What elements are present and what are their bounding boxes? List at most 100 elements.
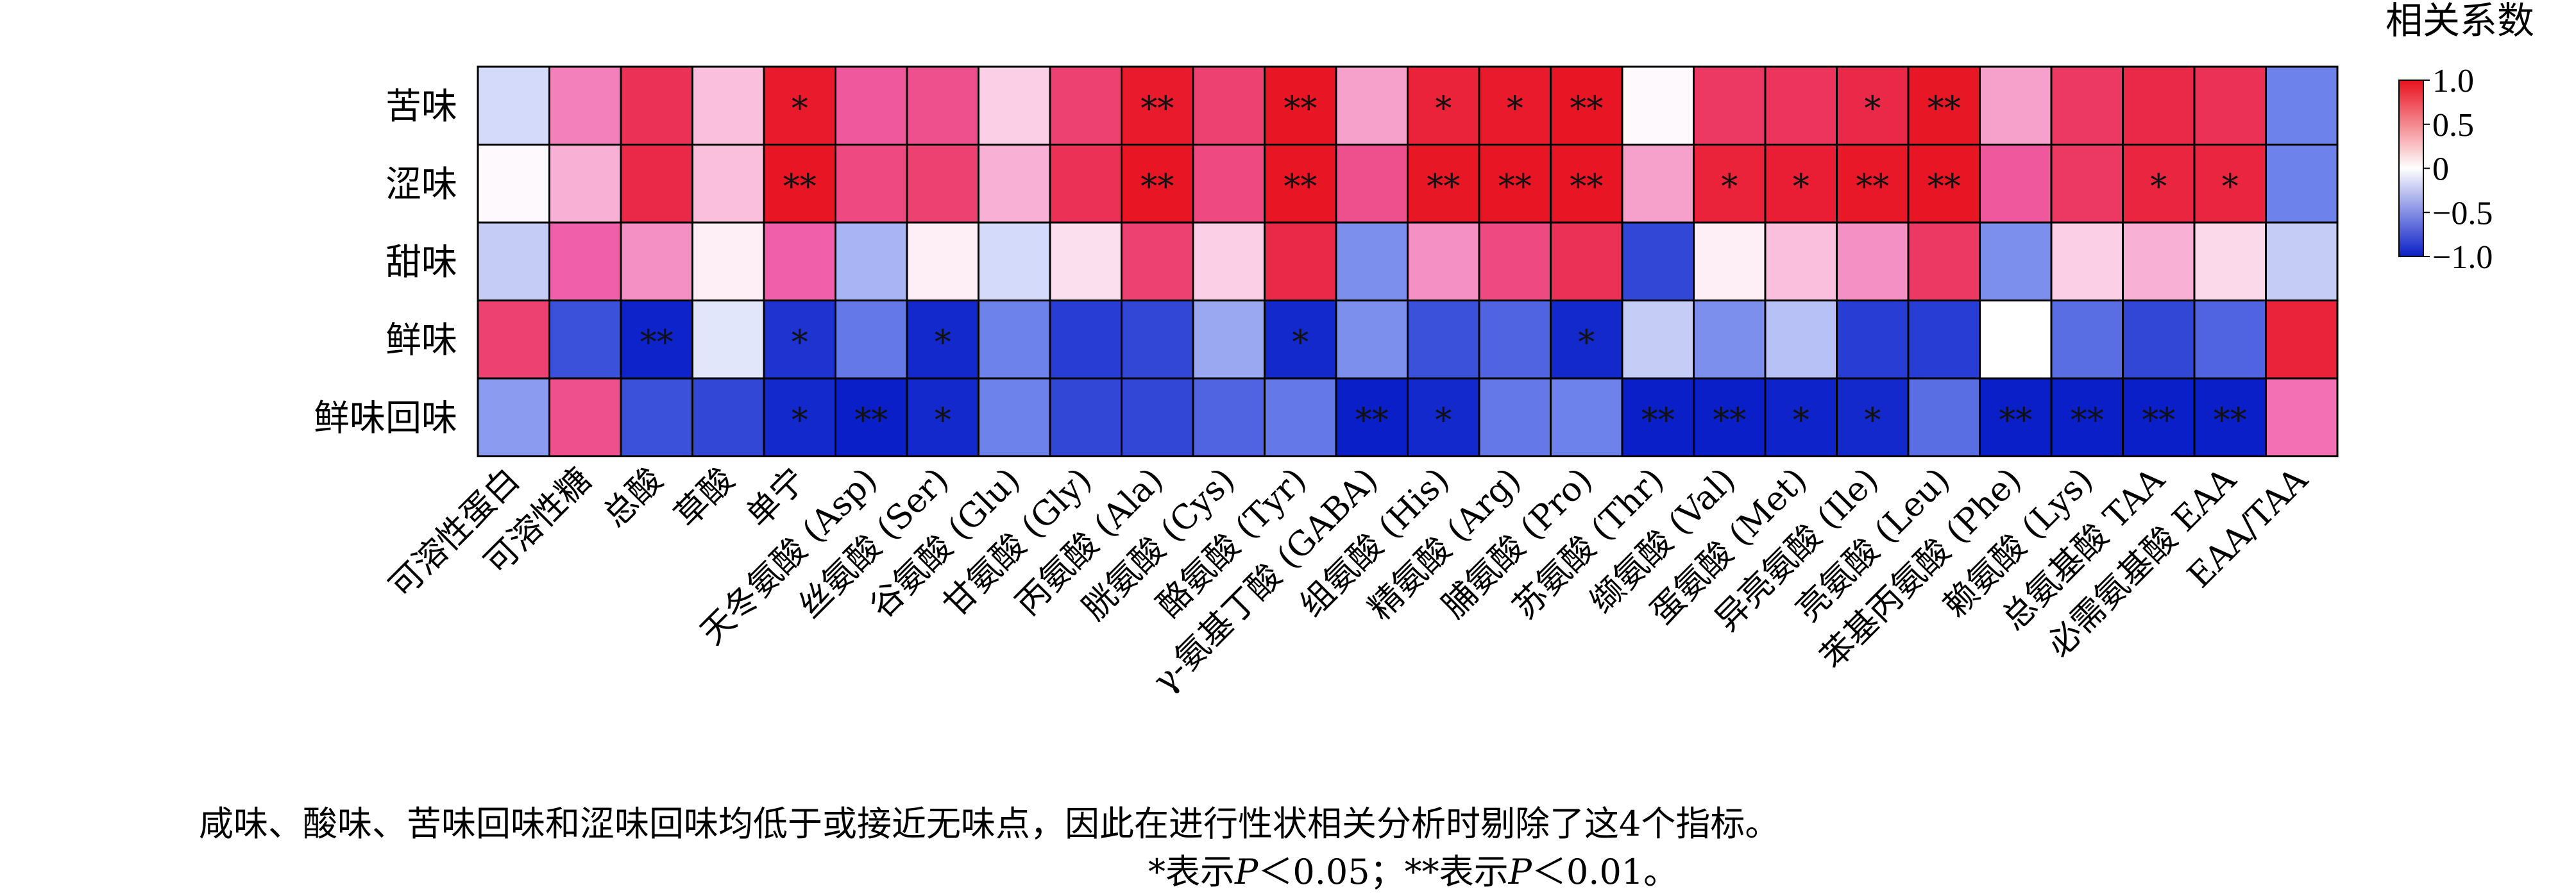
heatmap-cell <box>1121 144 1194 224</box>
heatmap-cell <box>2265 65 2339 146</box>
heatmap-cell <box>691 65 765 146</box>
heatmap-cell <box>548 65 622 146</box>
significance-mark: ** <box>1928 90 1961 128</box>
heatmap-cell <box>477 299 550 380</box>
significance-mark: * <box>1507 90 1523 128</box>
heatmap-cell <box>1836 299 1910 380</box>
colorbar-ticks: 1.0 0.5 0 −0.5 −1.0 <box>2423 63 2493 276</box>
heatmap-cell <box>548 144 622 224</box>
colorbar-tick-label: −0.5 <box>2432 195 2493 232</box>
heatmap-cell <box>691 377 765 457</box>
significance-mark: ** <box>1355 401 1389 440</box>
heatmap-cell <box>763 65 836 146</box>
heatmap-cell <box>2193 299 2267 380</box>
footnote-threshold1: ＜0.05；**表示 <box>1258 852 1509 892</box>
heatmap-cell <box>1264 221 1337 301</box>
heatmap-cell <box>1049 299 1123 380</box>
heatmap-cell <box>1836 144 1910 224</box>
significance-mark: ** <box>1284 167 1317 206</box>
significance-mark: * <box>792 323 808 362</box>
heatmap-cell <box>2193 65 2267 146</box>
footnote-line-1: 咸味、酸味、苦味回味和涩味回味均低于或接近无味点，因此在进行性状相关分析时剔除了… <box>199 804 1780 844</box>
heatmap-cell <box>2193 144 2267 224</box>
heatmap-cell <box>477 144 550 224</box>
heatmap-cell <box>978 299 1051 380</box>
heatmap-cell <box>2122 299 2196 380</box>
colorbar-tick-label: −1.0 <box>2432 239 2493 276</box>
heatmap-cell <box>978 144 1051 224</box>
heatmap-cell <box>1335 221 1409 301</box>
heatmap-cell <box>906 65 979 146</box>
heatmap-cell <box>1836 377 1910 457</box>
heatmap-cell <box>1478 221 1552 301</box>
significance-mark: * <box>1793 401 1809 440</box>
heatmap-cell <box>548 221 622 301</box>
heatmap-cell <box>1192 144 1266 224</box>
heatmap-cell <box>2265 299 2339 380</box>
significance-mark: * <box>1864 90 1881 128</box>
heatmap-cell <box>835 377 908 457</box>
heatmap-cell <box>906 299 979 380</box>
heatmap-cell <box>2265 377 2339 457</box>
heatmap-cell <box>1407 144 1480 224</box>
heatmap-cell <box>2265 221 2339 301</box>
heatmap-cell <box>1550 65 1623 146</box>
heatmap-cell <box>2122 65 2196 146</box>
heatmap-cell <box>1049 377 1123 457</box>
heatmap-cell <box>1407 221 1480 301</box>
heatmap-cell <box>1621 377 1695 457</box>
colorbar: 相关系数 1.0 0.5 0 −0.5 −1.0 <box>2385 0 2534 276</box>
colorbar-tick-label: 0.5 <box>2432 107 2474 144</box>
heatmap-cell <box>1550 221 1623 301</box>
footnote-threshold2: ＜0.01。 <box>1531 852 1679 892</box>
heatmap-cell <box>2050 377 2124 457</box>
heatmap-cell <box>835 144 908 224</box>
heatmap-cell <box>2050 299 2124 380</box>
heatmap-cell <box>1264 377 1337 457</box>
heatmap-cell <box>1049 221 1123 301</box>
heatmap-cell <box>1550 377 1623 457</box>
heatmap-cell <box>2193 221 2267 301</box>
heatmap-cell <box>1764 221 1838 301</box>
significance-mark: ** <box>1284 90 1317 128</box>
significance-mark: ** <box>1140 90 1174 128</box>
heatmap-cell <box>477 221 550 301</box>
heatmap-cell <box>1407 299 1480 380</box>
heatmap-cell <box>1907 221 1981 301</box>
heatmap-cell <box>1693 221 1767 301</box>
heatmap-cell <box>1192 377 1266 457</box>
heatmap-cell <box>1907 299 1981 380</box>
significance-mark: * <box>1292 323 1309 362</box>
heatmap-cell <box>1693 65 1767 146</box>
heatmap-cell <box>763 221 836 301</box>
heatmap-cell <box>835 299 908 380</box>
heatmap-cell <box>1979 299 2053 380</box>
heatmap-cells <box>477 65 2339 457</box>
heatmap-cell <box>1979 221 2053 301</box>
heatmap-cell <box>1335 299 1409 380</box>
significance-mark: ** <box>1641 401 1675 440</box>
colorbar-gradient <box>2398 80 2424 257</box>
heatmap-cell <box>835 221 908 301</box>
significance-mark: ** <box>1856 167 1889 206</box>
significance-mark: ** <box>1928 167 1961 206</box>
heatmap-cell <box>1478 377 1552 457</box>
heatmap-cell <box>2265 144 2339 224</box>
significance-mark: * <box>935 323 951 362</box>
heatmap-cell <box>2193 377 2267 457</box>
significance-mark: ** <box>640 323 674 362</box>
heatmap-cell <box>1335 65 1409 146</box>
heatmap-cell <box>1192 221 1266 301</box>
heatmap-cell <box>477 65 550 146</box>
heatmap-cell <box>691 299 765 380</box>
heatmap-cell <box>978 377 1051 457</box>
heatmap-cell <box>1764 299 1838 380</box>
significance-mark: ** <box>1140 167 1174 206</box>
heatmap-cell <box>1121 377 1194 457</box>
row-label: 涩味 <box>386 164 457 205</box>
heatmap-cell <box>835 65 908 146</box>
heatmap-cell <box>1192 65 1266 146</box>
significance-mark: * <box>2150 167 2167 206</box>
significance-mark: * <box>792 401 808 440</box>
